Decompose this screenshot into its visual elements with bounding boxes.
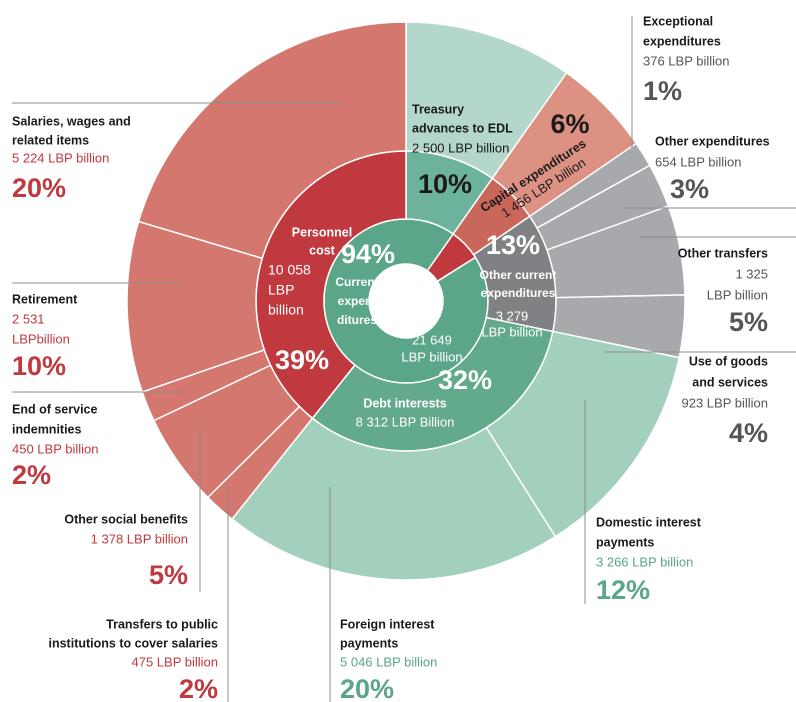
segment-name: Other transfers <box>678 246 768 260</box>
segment-amount: 1 378 LBP billion <box>91 531 188 546</box>
segment-amount: 923 LBP billion <box>682 395 769 410</box>
segment-percent: 94% <box>341 239 395 269</box>
segment-name: Debt interests <box>363 396 446 410</box>
segment-name: Retirement <box>12 292 78 306</box>
segment-name: expen- <box>338 294 377 308</box>
segment-name: Transfers to public <box>106 617 218 631</box>
segment-percent: 3% <box>670 174 709 204</box>
segment-amount: 654 LBP billion <box>655 154 742 169</box>
segment-name: Current <box>335 275 378 289</box>
segment-name: related items <box>12 133 89 147</box>
segment-percent: 20% <box>12 173 66 203</box>
segment-amount: 8 312 LBP Billion <box>356 414 455 429</box>
segment-percent: 1% <box>643 76 682 106</box>
segment-name: payments <box>596 535 654 549</box>
segment-percent: 39% <box>275 345 329 375</box>
segment-name: Salaries, wages and <box>12 114 131 128</box>
segment-amount: 10 058 <box>268 262 311 278</box>
segment-amount: LBP billion <box>401 349 462 364</box>
segment-amount: 21 649 <box>412 332 452 347</box>
segment-amount: 376 LBP billion <box>643 53 730 68</box>
segment-name: institutions to cover salaries <box>49 636 219 650</box>
segment-name: Domestic interest <box>596 515 702 529</box>
segment-percent: 5% <box>729 307 768 337</box>
segment-percent: 13% <box>486 230 540 260</box>
segment-name: expenditures <box>481 286 556 300</box>
segment-amount: 5 046 LBP billion <box>340 654 437 669</box>
segment-amount: 5 224 LBP billion <box>12 150 109 165</box>
segment-name: and services <box>692 375 768 389</box>
segment-percent: 5% <box>149 560 188 590</box>
segment-percent: 32% <box>438 365 492 395</box>
segment-percent: 10% <box>12 351 66 381</box>
segment-amount: 3 279 <box>496 308 529 323</box>
segment-name: Use of goods <box>689 354 768 368</box>
segment-name: advances to EDL <box>412 121 513 135</box>
segment-percent: 6% <box>550 109 589 139</box>
segment-name: cost <box>309 243 336 257</box>
segment-amount: LBP billion <box>481 324 542 339</box>
segment-percent: 12% <box>596 575 650 605</box>
segment-amount: billion <box>268 302 304 318</box>
ring-segment <box>137 21 407 260</box>
segment-percent: 2% <box>179 674 218 702</box>
segment-percent: 4% <box>729 418 768 448</box>
segment-name: indemnities <box>12 422 82 436</box>
segment-percent: 20% <box>340 674 394 702</box>
ring-segment <box>485 330 681 538</box>
segment-name: ditures <box>337 313 377 327</box>
segment-amount: LBPbillion <box>12 331 70 346</box>
segment-amount: 475 LBP billion <box>132 654 219 669</box>
segment-amount: 3 266 LBP billion <box>596 554 693 569</box>
segment-name: Other social benefits <box>64 512 188 526</box>
segment-percent: 2% <box>12 460 51 490</box>
segment-amount: 450 LBP billion <box>12 441 99 456</box>
ring-segment <box>230 417 557 581</box>
segment-name: Other current <box>480 268 557 282</box>
segment-name: Foreign interest <box>340 617 435 631</box>
segment-name: End of service <box>12 402 97 416</box>
segment-name: expenditures <box>643 34 721 48</box>
segment-name: Exceptional <box>643 14 713 28</box>
segment-name: payments <box>340 636 398 650</box>
segment-amount: 2 500 LBP billion <box>412 140 509 155</box>
segment-name: Personnel <box>292 225 352 239</box>
segment-amount: LBP <box>268 282 294 298</box>
segment-name: Treasury <box>412 102 464 116</box>
segment-amount: LBP billion <box>707 287 768 302</box>
segment-percent: 10% <box>418 169 472 199</box>
segment-amount: 1 325 <box>735 266 768 281</box>
segment-amount: 2 531 <box>12 311 45 326</box>
segment-name: Other expenditures <box>655 134 770 148</box>
